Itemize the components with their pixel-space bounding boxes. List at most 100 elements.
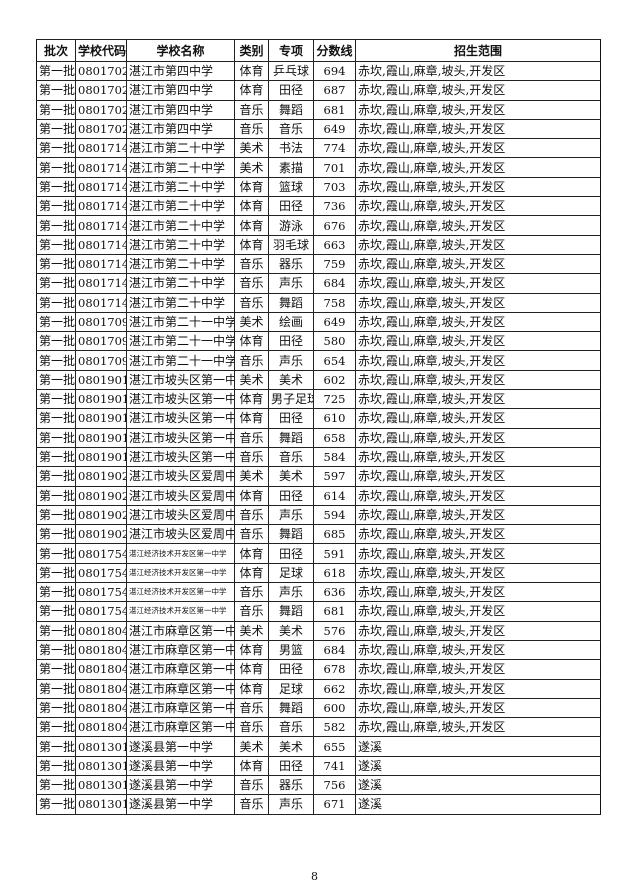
table-row: 第一批 0801702 湛江市第四中学 体育 田径 687 赤坎,霞山,麻章,坡头,开发区 (36, 80, 601, 101)
batch-cell: 第一批 (36, 99, 76, 120)
specialty-cell: 舞蹈 (268, 427, 314, 448)
school-name-cell: 湛江市第二十一中学 (126, 311, 235, 333)
specialty-cell: 美术 (268, 620, 314, 641)
specialty-cell: 田径 (268, 755, 314, 776)
specialty-cell: 器乐 (268, 774, 314, 796)
school-code-cell: 0801714 (75, 176, 127, 198)
table-row: 第一批0801902湛江市坡头区爱周中学美术美术597赤坎,霞山,麻章,坡头,开… (36, 466, 601, 487)
score-cell: 649 (313, 311, 356, 333)
school-name-cell: 湛江市第二十中学 (126, 138, 235, 159)
enrollment-scope-cell: 赤坎,霞山,麻章,坡头,开发区 (355, 697, 601, 719)
enrollment-scope-cell: 赤坎,霞山,麻章,坡头,开发区 (355, 234, 601, 255)
batch-cell: 第一批 (36, 697, 76, 719)
school-code-cell: 0801301 (75, 736, 127, 757)
batch-cell: 第一批 (36, 331, 76, 352)
table-row: 第一批 0801754 湛江经济技术开发区第一中学 音乐 声乐 636 赤坎,霞山,麻章,坡… (36, 582, 601, 603)
score-cell: 580 (313, 331, 356, 352)
batch-cell: 第一批 (36, 118, 76, 140)
enrollment-scope-cell: 赤坎,霞山,麻章,坡头,开发区 (355, 466, 601, 487)
score-cell: 591 (313, 543, 356, 564)
school-name-cell: 湛江市坡头区爱周中学 (126, 524, 235, 545)
school-code-cell: 0801902 (75, 524, 127, 545)
table-row: 第一批 0801714 湛江市第二十中学 体育 羽毛球 663 赤坎,霞山,麻章,坡头,开发… (36, 234, 601, 255)
school-code-cell: 0801702 (75, 80, 127, 101)
school-name-cell: 湛江市第二十中学 (126, 215, 235, 236)
score-cell: 725 (313, 389, 356, 410)
school-code-cell: 0801754 (75, 543, 127, 564)
score-cell: 597 (313, 466, 356, 487)
category-cell: 体育 (234, 485, 269, 506)
specialty-cell: 田径 (268, 80, 314, 101)
school-code-cell: 0801714 (75, 138, 127, 159)
category-cell: 音乐 (234, 427, 269, 448)
table-row: 第一批0801902湛江市坡头区爱周中学音乐声乐594赤坎,霞山,麻章,坡头,开… (36, 504, 601, 526)
enrollment-scope-cell: 赤坎,霞山,麻章,坡头,开发区 (355, 80, 601, 101)
school-name-cell: 湛江经济技术开发区第一中学 (126, 582, 235, 603)
batch-cell: 第一批 (36, 794, 76, 815)
specialty-cell: 羽毛球 (268, 234, 314, 255)
table-row: 第一批0801804湛江市麻章区第一中学音乐舞蹈600赤坎,霞山,麻章,坡头,开… (36, 697, 601, 719)
batch-cell: 第一批 (36, 524, 76, 545)
category-cell: 体育 (234, 408, 269, 429)
table-row: 第一批 0801714 湛江市第二十中学 音乐 舞蹈 758 赤坎,霞山,麻章,坡头,开发区 (36, 292, 601, 313)
batch-cell: 第一批 (36, 292, 76, 313)
table-row: 第一批 0801714 湛江市第二十中学 体育 田径 736 赤坎,霞山,麻章,坡头,开发区 (36, 196, 601, 217)
category-cell: 体育 (234, 389, 269, 410)
score-cell: 594 (313, 504, 356, 526)
school-name-cell: 湛江市第四中学 (126, 60, 235, 82)
score-cell: 681 (313, 601, 356, 622)
enrollment-scope-cell: 赤坎,霞山,麻章,坡头,开发区 (355, 369, 601, 391)
specialty-cell: 音乐 (268, 446, 314, 468)
school-name-cell: 湛江市第二十中学 (126, 176, 235, 198)
enrollment-scope-cell: 遂溪 (355, 755, 601, 776)
school-code-cell: 0801804 (75, 620, 127, 641)
specialty-cell: 声乐 (268, 504, 314, 526)
batch-cell: 第一批 (36, 774, 76, 796)
score-cell: 694 (313, 60, 356, 82)
score-cell: 703 (313, 176, 356, 198)
enrollment-scope-cell: 赤坎,霞山,麻章,坡头,开发区 (355, 659, 601, 680)
category-cell: 美术 (234, 736, 269, 757)
batch-cell: 第一批 (36, 562, 76, 584)
category-cell: 美术 (234, 466, 269, 487)
school-code-cell: 0801902 (75, 504, 127, 526)
score-cell: 671 (313, 794, 356, 815)
score-cell: 614 (313, 485, 356, 506)
batch-cell: 第一批 (36, 215, 76, 236)
school-name-cell: 湛江市第二十中学 (126, 253, 235, 275)
school-name-cell: 湛江市第二十中学 (126, 157, 235, 178)
batch-cell: 第一批 (36, 311, 76, 333)
score-cell: 576 (313, 620, 356, 641)
school-code-cell: 0801702 (75, 118, 127, 140)
score-cell: 654 (313, 350, 356, 371)
specialty-cell: 舞蹈 (268, 697, 314, 719)
batch-cell: 第一批 (36, 543, 76, 564)
school-name-cell: 遂溪县第一中学 (126, 736, 235, 757)
school-name-cell: 遂溪县第一中学 (126, 794, 235, 815)
batch-cell: 第一批 (36, 717, 76, 738)
school-name-cell: 湛江市第二十一中学 (126, 331, 235, 352)
category-cell: 体育 (234, 80, 269, 101)
page-number: 8 (311, 870, 318, 883)
specialty-cell: 绘画 (268, 311, 314, 333)
school-name-cell: 湛江市第二十中学 (126, 292, 235, 313)
batch-cell: 第一批 (36, 389, 76, 410)
batch-cell: 第一批 (36, 80, 76, 101)
enrollment-scope-cell: 赤坎,霞山,麻章,坡头,开发区 (355, 601, 601, 622)
specialty-cell: 声乐 (268, 582, 314, 603)
school-name-cell: 湛江市麻章区第一中学 (126, 717, 235, 738)
table-body: 第一批 0801702 湛江市第四中学 体育 乒乓球 694 赤坎,霞山,麻章,坡头,开发区… (36, 60, 601, 815)
school-name-cell: 湛江市第二十中学 (126, 196, 235, 217)
category-cell: 音乐 (234, 273, 269, 294)
category-cell: 美术 (234, 620, 269, 641)
table-row: 第一批0801901湛江市坡头区第一中学音乐舞蹈658赤坎,霞山,麻章,坡头,开… (36, 427, 601, 448)
score-cell: 759 (313, 253, 356, 275)
score-cell: 655 (313, 736, 356, 757)
specialty-cell: 音乐 (268, 118, 314, 140)
school-code-cell: 0801804 (75, 639, 127, 661)
batch-cell: 第一批 (36, 253, 76, 275)
school-code-cell: 0801754 (75, 582, 127, 603)
enrollment-scope-cell: 赤坎,霞山,麻章,坡头,开发区 (355, 562, 601, 584)
school-name-cell: 湛江市第二十中学 (126, 273, 235, 294)
school-code-cell: 0801902 (75, 466, 127, 487)
